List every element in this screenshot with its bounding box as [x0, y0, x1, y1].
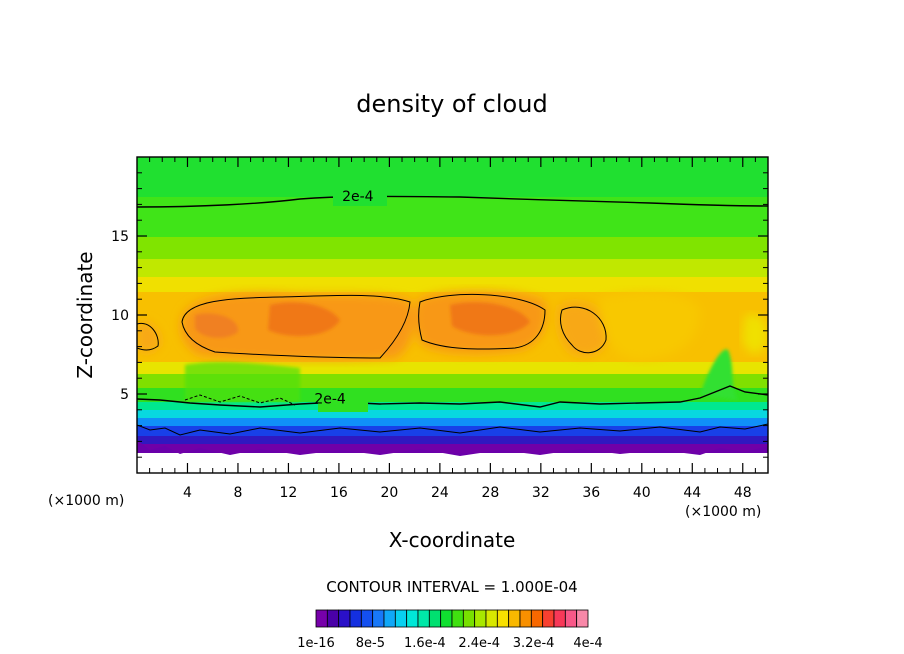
contour-label-layer: 2e-4 2e-4 [314, 188, 387, 412]
colorbar-swatch [542, 609, 555, 628]
colorbar-swatch [576, 609, 589, 628]
y-tick-label: 10 [111, 308, 129, 324]
speckle-zone [185, 362, 300, 402]
contour-label-upper: 2e-4 [342, 189, 374, 205]
y-axis: 5 10 15 [111, 172, 768, 458]
band-purple [137, 444, 768, 453]
colorbar-swatch [564, 609, 578, 628]
colorbar-swatch [372, 609, 385, 628]
colorbar-swatch [462, 609, 476, 628]
x-unit-right: (×1000 m) [685, 504, 761, 520]
colorbar-swatch [428, 609, 442, 628]
contour-upper-2e-4 [137, 195, 768, 208]
contour-cloud-top [181, 294, 411, 359]
colorbar-swatch [360, 609, 374, 628]
colorbar-swatch [451, 609, 464, 628]
x-tick-label: 4 [183, 485, 192, 501]
x-tick-label: 16 [330, 485, 348, 501]
x-tick-label: 48 [734, 485, 752, 501]
colorbar-tick-label: 2.4e-4 [458, 636, 500, 651]
core-1 [268, 302, 340, 336]
colorbar-swatch [338, 609, 351, 628]
x-tick-label: 8 [233, 485, 242, 501]
band-yellow [137, 277, 768, 292]
y-tick-label: 15 [111, 229, 129, 245]
x-axis: 4 8 12 16 20 24 28 32 36 40 44 48 [149, 157, 756, 501]
colorbar-tick-label: 1.6e-4 [404, 636, 446, 651]
right-edge-yellow [742, 314, 768, 354]
colorbar-swatch [349, 609, 362, 628]
colorbar-tick-label: 1e-16 [297, 636, 335, 651]
colorbar-swatch [394, 609, 408, 628]
contour-label-lower: 2e-4 [314, 391, 346, 407]
colorbar-swatch [440, 609, 453, 628]
band-blue [137, 426, 768, 436]
x-unit-left: (×1000 m) [48, 493, 124, 509]
contour-lower-2e-4 [137, 385, 768, 408]
x-tick-label: 24 [431, 485, 449, 501]
deep-orange-cores [195, 302, 530, 338]
colorbar-swatch [417, 609, 430, 628]
y-tick-label: 5 [120, 387, 129, 403]
core-3 [195, 313, 239, 338]
colorbar-swatch [519, 609, 532, 628]
colorbar-swatch [315, 609, 328, 628]
contour-label-lower-bg [318, 394, 368, 412]
band-sky [137, 418, 768, 426]
x-tick-label: 44 [683, 485, 701, 501]
colorbar-tick-label: 4e-4 [573, 636, 602, 651]
cloud-region-left-edge [137, 321, 161, 353]
plot-area [137, 157, 768, 473]
band-top-green [137, 157, 768, 197]
colorbar-swatch [530, 609, 544, 628]
band-teal [137, 402, 768, 410]
colorbar-swatch [383, 609, 396, 628]
colorbar-swatch [406, 609, 419, 628]
x-tick-label: 12 [280, 485, 298, 501]
band-yellow-green [137, 259, 768, 277]
colorbar-swatch [496, 609, 510, 628]
contour-label-upper-bg [333, 188, 387, 206]
right-bulge [600, 292, 700, 360]
band-upper-green [137, 197, 768, 237]
contour-base-ragged [137, 423, 768, 436]
y-axis-label: Z-coordinate [73, 251, 97, 378]
colorbar [315, 609, 589, 628]
colorbar-swatch [326, 609, 340, 628]
chart-title: density of cloud [356, 90, 547, 118]
contour-cloud-right [418, 293, 546, 350]
colorbar-swatch [485, 609, 498, 628]
band-indigo [137, 436, 768, 444]
x-tick-label: 20 [380, 485, 398, 501]
band-cyan [137, 410, 768, 418]
x-tick-label: 40 [633, 485, 651, 501]
contour-dashed-speckle [184, 394, 296, 406]
x-tick-label: 28 [481, 485, 499, 501]
colorbar-tick-label: 8e-5 [356, 636, 385, 651]
colorbar-swatch [553, 609, 566, 628]
contour-left-edge [137, 322, 159, 351]
colorbar-swatch [508, 609, 521, 628]
colorbar-tick-label: 3.2e-4 [513, 636, 555, 651]
x-tick-label: 32 [532, 485, 550, 501]
colorbar-labels: 1e-16 8e-5 1.6e-4 2.4e-4 3.2e-4 4e-4 [297, 636, 602, 651]
contour-interval-text: CONTOUR INTERVAL = 1.000E-04 [326, 578, 577, 596]
x-axis-label: X-coordinate [389, 528, 516, 552]
core-2 [450, 302, 530, 336]
contour-cloud-far-right [559, 306, 607, 354]
x-tick-label: 36 [582, 485, 600, 501]
band-lime [137, 237, 768, 259]
colorbar-swatch [474, 609, 487, 628]
